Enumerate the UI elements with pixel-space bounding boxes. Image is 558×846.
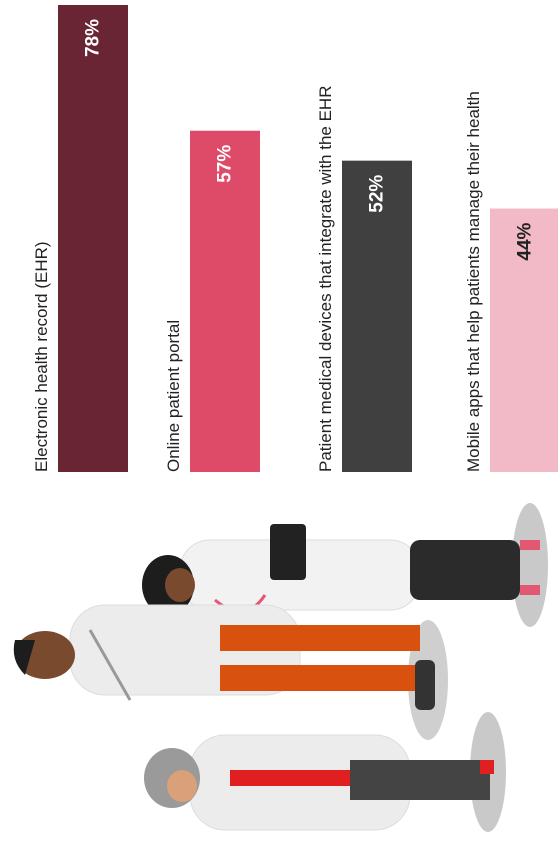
category-text: Mobile apps that help patients manage th…	[464, 91, 483, 472]
illustration	[13, 503, 548, 832]
bar	[190, 130, 260, 472]
category-text: Patient medical devices that integrate w…	[316, 85, 335, 472]
category-label: Electronic health record (EHR)	[3, 72, 51, 472]
category-label: Online patient portal	[135, 72, 183, 472]
bar	[342, 160, 412, 472]
value-label: 44%	[515, 222, 536, 260]
bar	[490, 208, 558, 473]
category-text: Electronic health record (EHR)	[32, 241, 51, 472]
bar	[58, 5, 128, 472]
value-label: 78%	[83, 19, 104, 57]
value-label: 57%	[215, 145, 236, 183]
value-label: 52%	[367, 175, 388, 213]
category-text: Online patient portal	[164, 319, 183, 472]
category-label: Mobile apps that help patients manage th…	[435, 72, 483, 472]
category-label: Patient medical devices that integrate w…	[287, 72, 335, 472]
